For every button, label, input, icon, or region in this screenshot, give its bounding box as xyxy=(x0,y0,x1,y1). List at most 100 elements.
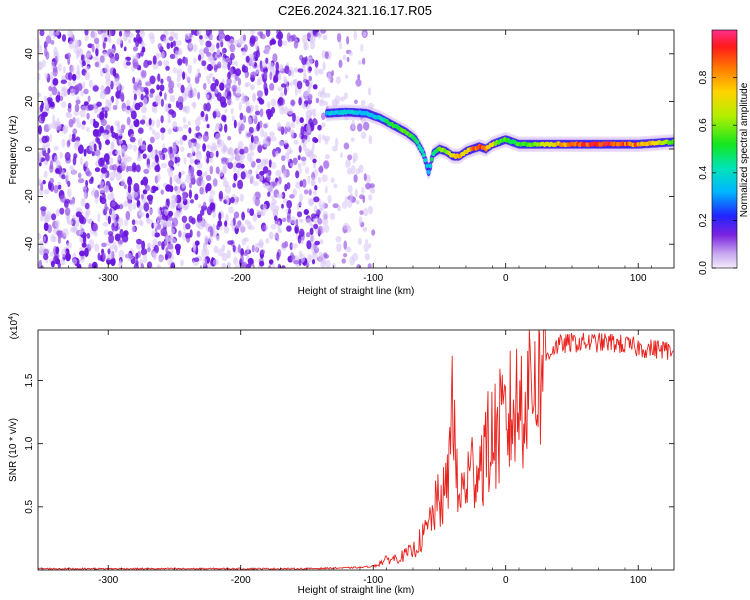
noise-blob xyxy=(114,244,118,254)
noise-blob xyxy=(57,236,62,244)
noise-blob xyxy=(205,75,211,81)
noise-blob xyxy=(140,263,145,268)
noise-blob xyxy=(235,162,242,169)
noise-blob xyxy=(75,219,80,227)
noise-blob xyxy=(181,181,186,189)
noise-blob xyxy=(272,53,278,63)
noise-blob xyxy=(214,88,219,94)
noise-blob xyxy=(308,189,312,196)
noise-blob xyxy=(126,252,132,261)
noise-blob xyxy=(151,119,155,127)
noise-blob xyxy=(164,92,167,101)
noise-blob xyxy=(277,72,281,78)
noise-blob xyxy=(192,244,196,253)
noise-blob xyxy=(295,181,301,189)
noise-blob xyxy=(177,47,183,56)
noise-blob xyxy=(189,153,194,160)
noise-blob xyxy=(38,72,41,81)
noise-blob xyxy=(240,123,245,131)
noise-blob xyxy=(78,178,85,184)
noise-blob xyxy=(116,161,120,167)
noise-blob xyxy=(182,106,188,112)
noise-blob xyxy=(64,200,69,208)
noise-blob xyxy=(312,190,317,196)
ridge-cell xyxy=(423,158,428,163)
noise-blob xyxy=(312,158,317,164)
noise-blob xyxy=(277,221,281,231)
noise-blob xyxy=(296,80,303,90)
noise-blob xyxy=(99,195,103,203)
noise-blob xyxy=(285,121,291,129)
noise-blob xyxy=(38,60,42,66)
noise-blob xyxy=(199,186,204,195)
noise-blob xyxy=(254,197,260,207)
noise-blob xyxy=(49,93,53,98)
svg-text:(x104): (x104) xyxy=(8,313,20,340)
noise-blob xyxy=(224,123,228,133)
noise-blob xyxy=(213,64,218,73)
noise-blob xyxy=(170,262,176,268)
noise-blob xyxy=(360,44,364,52)
noise-blob xyxy=(356,264,362,268)
noise-blob xyxy=(149,136,155,144)
noise-blob xyxy=(154,232,161,238)
noise-blob xyxy=(286,182,291,190)
noise-blob xyxy=(81,124,86,130)
noise-blob xyxy=(129,136,136,143)
noise-blob xyxy=(276,31,284,41)
snr-x-tick-label: -100 xyxy=(363,575,383,586)
noise-blob xyxy=(200,179,205,187)
colorbar: 0.0 0.2 0.4 0.6 0.8 Normalized spectral ampl… xyxy=(698,29,750,275)
noise-blob xyxy=(290,216,296,225)
noise-blob xyxy=(349,256,355,266)
noise-blob xyxy=(89,118,94,125)
noise-blob xyxy=(268,264,272,268)
noise-blob xyxy=(102,252,106,261)
noise-blob xyxy=(171,194,178,204)
noise-blob xyxy=(354,99,358,105)
noise-blob xyxy=(249,151,255,157)
noise-blob xyxy=(80,91,84,97)
noise-blob xyxy=(321,112,326,121)
noise-blob xyxy=(286,32,291,42)
snr-panel: -300 -200 -100 0 100 0.5 1.0 1.5 Height of stra… xyxy=(8,313,675,596)
noise-blob xyxy=(181,191,188,197)
spectrogram-x-tick-label: -300 xyxy=(98,273,118,284)
colorbar-tick-label: 0.2 xyxy=(698,213,709,227)
noise-blob xyxy=(294,86,298,96)
noise-blob xyxy=(127,32,134,39)
noise-blob xyxy=(113,170,117,177)
noise-blob xyxy=(205,113,209,122)
noise-blob xyxy=(80,197,86,207)
noise-blob xyxy=(197,72,202,79)
spectrogram-y-tick-label: 0 xyxy=(24,146,35,152)
noise-blob xyxy=(149,208,153,215)
noise-blob xyxy=(264,46,271,55)
noise-blob xyxy=(71,65,75,74)
noise-blob xyxy=(93,143,97,152)
noise-blob xyxy=(136,238,142,245)
noise-blob xyxy=(286,200,293,209)
noise-blob xyxy=(43,189,50,195)
noise-blob xyxy=(227,71,231,80)
noise-blob xyxy=(341,258,346,264)
noise-blob xyxy=(278,96,284,106)
noise-blob xyxy=(57,184,62,190)
noise-blob xyxy=(43,236,46,242)
noise-blob xyxy=(135,219,139,225)
noise-blob xyxy=(221,63,228,70)
noise-blob xyxy=(236,86,241,96)
noise-blob xyxy=(68,118,74,128)
spectrogram-y-tick-label: 20 xyxy=(24,95,35,107)
noise-blob xyxy=(317,225,324,235)
noise-blob xyxy=(136,87,141,96)
noise-blob xyxy=(49,101,55,108)
noise-blob xyxy=(361,187,365,194)
noise-blob xyxy=(232,183,236,188)
noise-blob xyxy=(266,172,271,182)
noise-blob xyxy=(196,169,203,177)
noise-blob xyxy=(99,111,105,121)
noise-blob xyxy=(354,188,358,198)
noise-blob xyxy=(168,36,174,41)
noise-blob xyxy=(109,208,112,216)
